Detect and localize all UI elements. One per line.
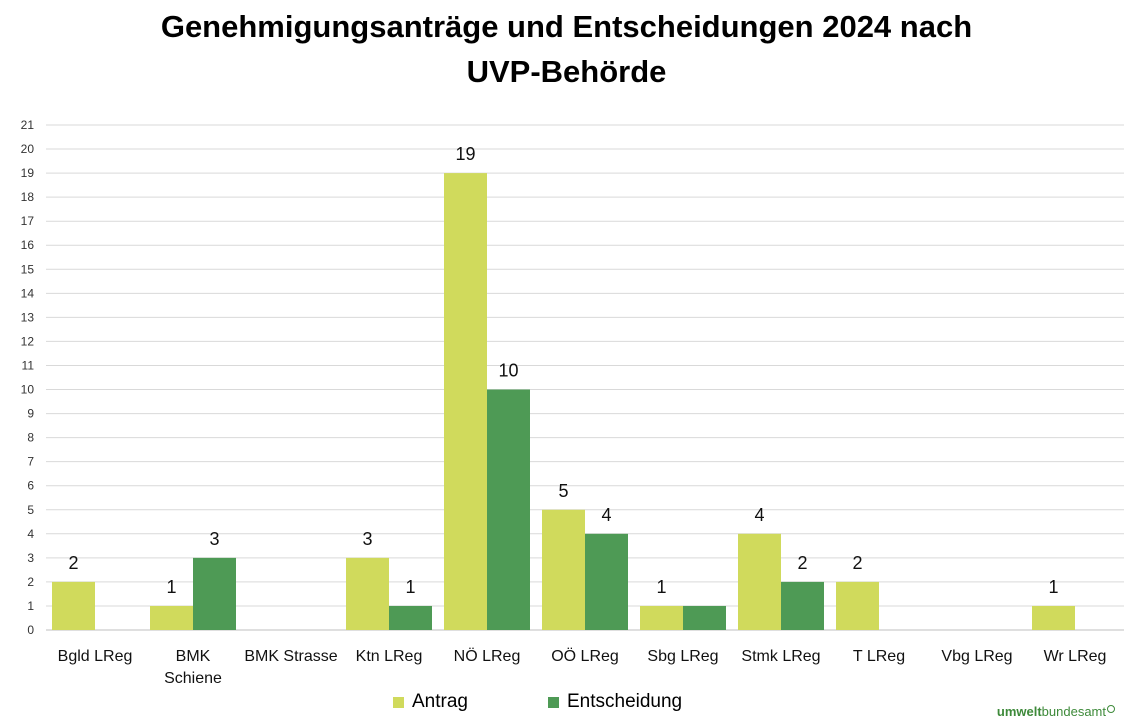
bar-entscheidung: [781, 581, 824, 630]
x-tick-label: BMK Schiene: [164, 648, 222, 687]
legend-swatch-antrag: [393, 696, 404, 708]
bar-antrag: [738, 533, 781, 630]
bar-antrag: [640, 605, 683, 630]
y-tick-label: 5: [27, 503, 34, 517]
data-label: 3: [209, 529, 219, 549]
legend-item-entscheidung: Entscheidung: [547, 691, 683, 713]
bar-antrag: [346, 557, 389, 630]
bar-antrag: [444, 173, 487, 630]
logo-mark-icon: [1107, 705, 1115, 713]
bar-antrag: [150, 605, 193, 630]
y-tick-label: 18: [21, 190, 35, 204]
x-tick-label: Sbg LReg: [647, 648, 718, 665]
y-tick-label: 17: [21, 214, 35, 228]
data-label: 10: [498, 361, 518, 381]
y-tick-label: 4: [27, 527, 34, 541]
y-tick-label: 19: [21, 166, 35, 180]
x-tick-label: Ktn LReg: [356, 648, 423, 665]
x-tick-label: Wr LReg: [1044, 648, 1107, 665]
x-tick-label: Stmk LReg: [741, 648, 820, 665]
y-tick-label: 8: [27, 431, 34, 445]
bar-entscheidung: [683, 605, 726, 630]
bar-antrag: [1032, 605, 1075, 630]
bar-antrag: [542, 509, 585, 630]
x-tick-label: OÖ LReg: [551, 647, 619, 665]
legend-swatch-entscheidung: [547, 696, 559, 708]
bar-antrag: [52, 581, 95, 630]
y-tick-label: 1: [27, 599, 34, 613]
y-tick-label: 12: [21, 334, 35, 348]
y-tick-label: 13: [21, 310, 35, 324]
x-tick-label: Vbg LReg: [941, 648, 1012, 665]
legend-item-antrag: Antrag: [393, 691, 468, 713]
data-label: 2: [852, 553, 862, 573]
data-label: 2: [68, 553, 78, 573]
logo-part-2: bundesamt: [1041, 704, 1106, 719]
logo-part-1: umwelt: [996, 704, 1042, 719]
y-tick-label: 6: [27, 479, 34, 493]
bar-entscheidung: [487, 389, 530, 630]
x-tick-label: NÖ LReg: [454, 647, 521, 665]
data-label: 4: [754, 505, 764, 525]
data-label: 19: [455, 144, 475, 164]
y-tick-label: 3: [27, 551, 34, 565]
y-tick-label: 14: [21, 286, 35, 300]
data-label: 1: [656, 577, 666, 597]
data-label: 1: [1048, 577, 1058, 597]
x-tick-label: BMK Strasse: [244, 648, 337, 665]
y-tick-label: 7: [27, 455, 34, 469]
chart-title: Genehmigungsanträge und Entscheidungen 2…: [0, 4, 1133, 94]
legend-label-antrag: Antrag: [412, 691, 468, 712]
data-label: 5: [558, 481, 568, 501]
y-tick-label: 2: [27, 575, 34, 589]
legend-label-entscheidung: Entscheidung: [566, 691, 683, 712]
bar-entscheidung: [389, 605, 432, 630]
y-tick-label: 20: [21, 142, 35, 156]
umweltbundesamt-logo: umweltbundesamt: [997, 704, 1115, 719]
y-tick-label: 0: [27, 623, 34, 637]
chart-title-line-1: Genehmigungsanträge und Entscheidungen 2…: [160, 9, 973, 44]
data-label: 1: [405, 577, 415, 597]
data-label: 3: [362, 529, 372, 549]
legend: Antrag Entscheidung: [393, 690, 762, 714]
y-tick-label: 9: [27, 407, 34, 421]
y-tick-label: 21: [21, 118, 35, 132]
bar-chart: 01234567891011121314151617181920212Bgld …: [21, 118, 1124, 687]
bar-entscheidung: [585, 533, 628, 630]
y-tick-label: 11: [22, 358, 35, 372]
y-tick-label: 16: [21, 238, 35, 252]
data-label: 1: [166, 577, 176, 597]
bar-entscheidung: [193, 557, 236, 630]
x-tick-label: Bgld LReg: [58, 648, 133, 665]
y-tick-label: 10: [21, 383, 35, 397]
bar-antrag: [836, 581, 879, 630]
data-label: 2: [797, 553, 807, 573]
y-tick-label: 15: [21, 262, 35, 276]
x-tick-label: T LReg: [853, 648, 905, 665]
chart-title-line-2: UVP-Behörde: [466, 54, 667, 89]
data-label: 4: [601, 505, 611, 525]
